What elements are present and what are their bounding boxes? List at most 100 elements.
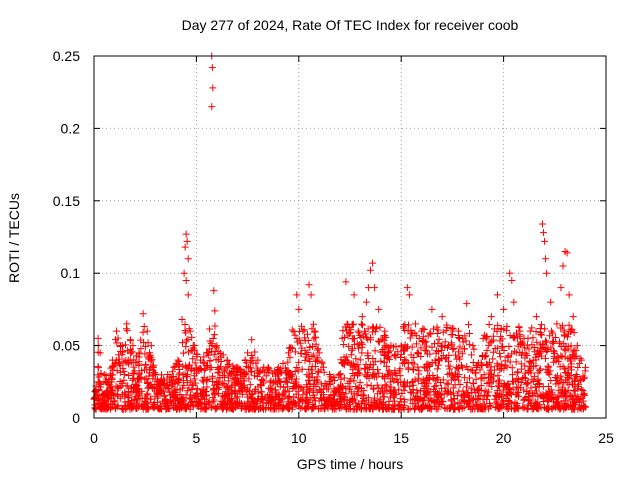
- data-point: [431, 382, 439, 390]
- data-point: [312, 340, 320, 348]
- data-point: [94, 371, 102, 379]
- data-point: [183, 237, 191, 245]
- data-point: [263, 392, 271, 400]
- data-point: [483, 346, 491, 354]
- data-point: [347, 405, 355, 413]
- data-point: [189, 355, 197, 363]
- data-point: [433, 390, 441, 398]
- data-point: [499, 342, 507, 350]
- data-point: [229, 404, 237, 412]
- data-point: [190, 342, 198, 350]
- data-point: [356, 378, 364, 386]
- data-point: [125, 360, 133, 368]
- data-point: [316, 387, 324, 395]
- data-point: [581, 403, 589, 411]
- data-point: [132, 396, 140, 404]
- data-point: [223, 390, 231, 398]
- data-point: [361, 365, 369, 373]
- data-point: [200, 374, 208, 382]
- data-point: [548, 404, 556, 412]
- data-point: [160, 382, 168, 390]
- data-point: [308, 369, 316, 377]
- data-point: [561, 388, 569, 396]
- data-point: [198, 404, 206, 412]
- data-point: [438, 313, 446, 321]
- data-point: [508, 276, 516, 284]
- data-point: [437, 394, 445, 402]
- data-point: [127, 349, 135, 357]
- data-point: [113, 339, 121, 347]
- data-point: [514, 378, 522, 386]
- data-point: [141, 350, 149, 358]
- data-point: [125, 371, 133, 379]
- data-point: [277, 378, 285, 386]
- data-point: [569, 348, 577, 356]
- x-axis-label: GPS time / hours: [296, 456, 404, 472]
- data-point: [489, 348, 497, 356]
- data-point: [165, 384, 173, 392]
- data-point: [318, 402, 326, 409]
- data-point: [350, 335, 358, 343]
- data-point: [406, 383, 414, 391]
- data-point: [142, 360, 150, 368]
- data-point: [573, 342, 581, 350]
- data-point: [121, 341, 129, 349]
- data-point: [251, 348, 259, 356]
- data-point: [401, 398, 409, 406]
- data-point: [485, 320, 493, 328]
- data-point: [147, 380, 155, 388]
- data-point: [345, 358, 353, 366]
- data-point: [451, 403, 459, 411]
- data-point: [119, 405, 127, 413]
- data-point: [199, 378, 207, 386]
- data-point: [435, 335, 443, 343]
- data-point: [418, 327, 426, 335]
- data-point: [451, 351, 459, 359]
- data-point: [399, 404, 407, 412]
- data-point: [529, 334, 537, 342]
- data-point: [344, 357, 352, 365]
- data-point: [469, 342, 477, 350]
- data-point: [542, 366, 550, 374]
- data-point: [478, 374, 486, 382]
- data-point: [497, 400, 505, 408]
- data-point: [237, 399, 245, 407]
- data-point: [412, 320, 420, 328]
- data-point: [284, 358, 292, 366]
- data-point: [496, 349, 504, 357]
- data-point: [379, 393, 387, 401]
- data-point: [467, 366, 475, 374]
- data-point: [279, 360, 287, 368]
- data-point: [243, 359, 251, 367]
- data-point: [466, 340, 474, 348]
- data-point: [246, 357, 254, 365]
- data-point: [501, 381, 509, 389]
- data-point: [427, 405, 435, 413]
- data-point: [225, 377, 233, 385]
- data-point: [346, 383, 354, 391]
- data-point: [200, 366, 208, 374]
- data-point: [254, 356, 262, 364]
- data-point: [381, 341, 389, 349]
- data-point: [329, 392, 337, 400]
- data-point: [408, 389, 416, 397]
- data-point: [381, 327, 389, 335]
- data-point: [510, 298, 518, 306]
- data-point: [342, 390, 350, 398]
- data-point: [504, 380, 512, 388]
- data-point: [352, 382, 360, 390]
- data-point: [558, 400, 566, 408]
- data-point: [250, 399, 258, 407]
- data-point: [303, 394, 311, 402]
- data-point: [116, 368, 124, 376]
- data-point: [424, 380, 432, 388]
- data-point: [208, 103, 216, 111]
- data-point: [396, 401, 404, 409]
- y-tick-label: 0.05: [53, 338, 80, 354]
- data-point: [325, 378, 333, 386]
- data-point: [439, 328, 447, 336]
- data-point: [564, 386, 572, 394]
- data-point: [560, 345, 568, 353]
- data-point: [233, 370, 241, 378]
- data-point: [426, 361, 434, 369]
